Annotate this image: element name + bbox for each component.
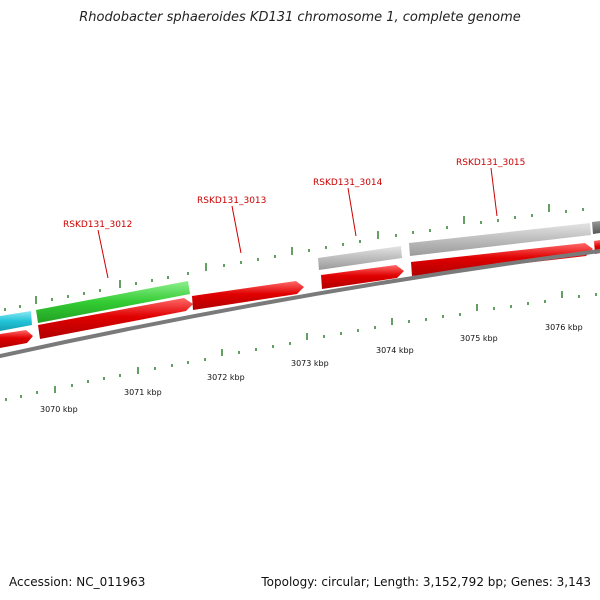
gene-cyan[interactable] <box>0 311 32 331</box>
scale-labels: 3070 kbp 3071 kbp 3072 kbp 3073 kbp 3074… <box>40 323 583 414</box>
cds-track <box>0 240 600 348</box>
scale-tick-row <box>5 291 597 401</box>
scale-label-3071: 3071 kbp <box>124 388 162 397</box>
gene-green[interactable] <box>36 281 190 323</box>
cds-arrow-3013[interactable] <box>192 281 304 310</box>
leader-line-3015 <box>490 167 498 217</box>
gene-label-rskd131-3014[interactable]: RSKD131_3014 <box>313 178 383 188</box>
leader-line-3013 <box>231 205 242 254</box>
gene-grey-rskd131-3014[interactable] <box>318 246 402 270</box>
gene-labels: RSKD131_3012 RSKD131_3013 RSKD131_3014 R… <box>63 158 525 230</box>
upper-feature-track <box>0 221 600 331</box>
cds-arrow-3014[interactable] <box>321 265 404 289</box>
scale-label-3076: 3076 kbp <box>545 323 583 332</box>
cds-arrow-3012[interactable] <box>38 298 193 339</box>
gene-label-rskd131-3015[interactable]: RSKD131_3015 <box>456 158 525 168</box>
scale-label-3070: 3070 kbp <box>40 405 78 414</box>
leader-line-3014 <box>347 187 357 237</box>
label-leaders <box>97 167 498 279</box>
scale-label-3075: 3075 kbp <box>460 334 498 343</box>
scale-label-3074: 3074 kbp <box>376 346 414 355</box>
chromosome-backbone <box>0 249 600 358</box>
cds-arrow-3011[interactable] <box>0 330 33 348</box>
map-title: Rhodobacter sphaeroides KD131 chromosome… <box>79 10 521 25</box>
scale-label-3073: 3073 kbp <box>291 359 329 368</box>
gene-grey-rskd131-3015[interactable] <box>409 223 591 256</box>
scale-label-3072: 3072 kbp <box>207 373 245 382</box>
upper-tick-row <box>4 204 584 311</box>
cds-arrow-3015[interactable] <box>411 243 593 276</box>
accession-text: Accession: NC_011963 <box>9 575 146 589</box>
leader-line-3012 <box>97 229 109 279</box>
gene-label-rskd131-3013[interactable]: RSKD131_3013 <box>197 196 266 206</box>
genome-summary-text: Topology: circular; Length: 3,152,792 bp… <box>261 575 591 589</box>
gene-label-rskd131-3012[interactable]: RSKD131_3012 <box>63 220 132 230</box>
gene-dark[interactable] <box>592 221 600 234</box>
